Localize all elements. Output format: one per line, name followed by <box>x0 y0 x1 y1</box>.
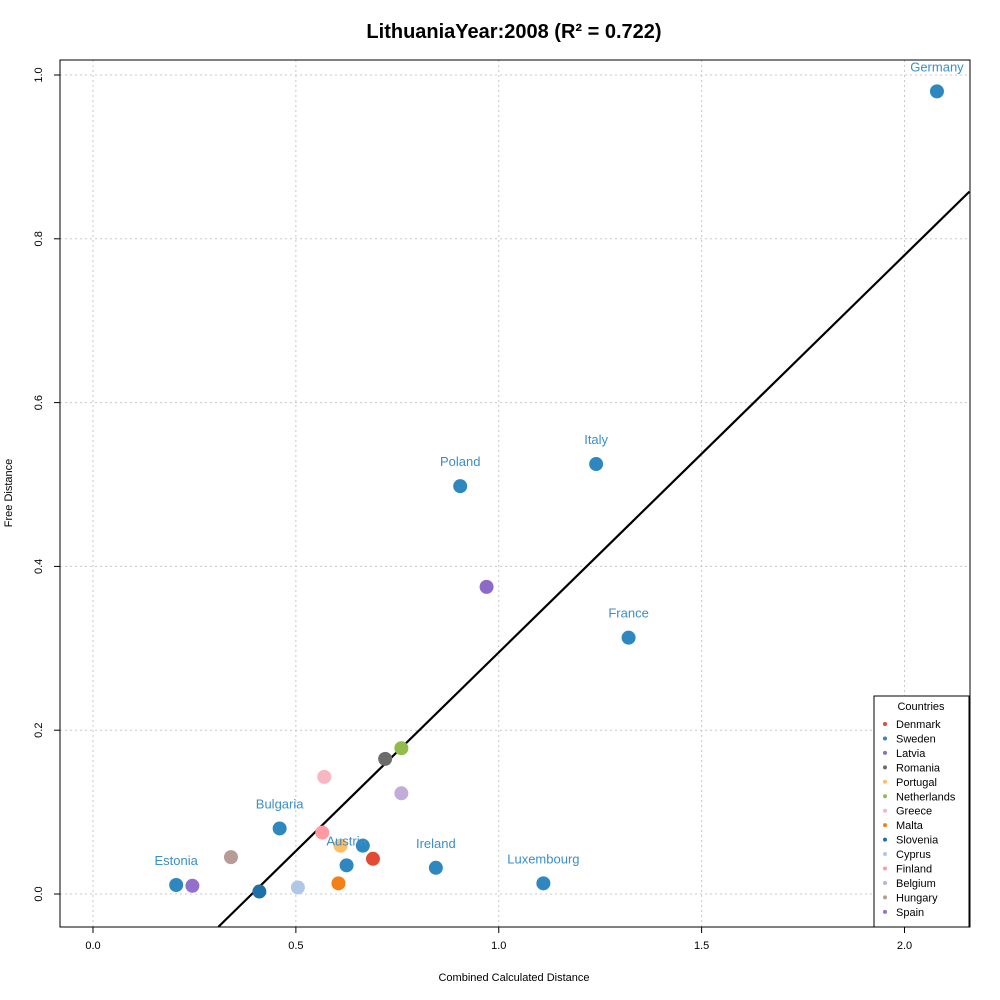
legend-marker <box>883 736 887 741</box>
x-tick-label: 1.0 <box>491 940 506 952</box>
legend-label: Hungary <box>896 892 938 904</box>
legend-label: Greece <box>896 806 932 818</box>
regression-line <box>217 190 971 928</box>
points-group <box>169 84 944 899</box>
data-point <box>394 741 409 756</box>
point-label: Austria <box>326 833 367 848</box>
point-label: Germany <box>910 59 964 74</box>
legend-marker <box>883 823 887 828</box>
y-tick-label: 0.8 <box>33 231 45 246</box>
x-axis: 0.0 0.5 1.0 1.5 2.0 <box>85 927 912 952</box>
legend-label: Belgium <box>896 878 936 890</box>
y-axis-label: Free Distance <box>3 459 15 527</box>
point-label: Estonia <box>154 853 198 868</box>
chart-title: LithuaniaYear:2008 (R² = 0.722) <box>366 21 661 43</box>
data-point <box>339 858 354 873</box>
y-tick-label: 1.0 <box>33 67 45 82</box>
legend-label: Spain <box>896 907 924 919</box>
grid <box>60 60 970 927</box>
point-label: Ireland <box>416 836 456 851</box>
data-point <box>428 860 443 875</box>
legend-marker <box>883 765 887 770</box>
legend-marker <box>883 722 887 726</box>
y-tick-label: 0.6 <box>33 395 45 410</box>
legend-label: Romania <box>896 762 941 774</box>
data-point <box>315 825 330 840</box>
data-point <box>589 457 604 472</box>
data-point <box>621 630 636 645</box>
legend-marker <box>883 750 887 755</box>
x-tick-label: 1.5 <box>694 940 709 952</box>
legend-items: Denmark Sweden Latvia Romania Portugal Nether… <box>883 719 956 919</box>
legend-label: Malta <box>896 820 924 832</box>
data-point <box>453 479 468 494</box>
data-point <box>317 769 332 784</box>
data-point <box>252 884 267 899</box>
point-label: Poland <box>440 454 480 469</box>
legend-marker <box>883 779 887 784</box>
data-point <box>378 751 393 766</box>
data-point <box>272 821 287 836</box>
legend-label: Latvia <box>896 748 926 760</box>
data-point <box>394 786 409 801</box>
data-point <box>169 877 184 892</box>
x-axis-label: Combined Calculated Distance <box>438 972 589 984</box>
legend-label: Finland <box>896 864 932 876</box>
data-point <box>479 579 494 594</box>
y-tick-label: 0.4 <box>33 559 45 574</box>
data-point <box>290 880 305 895</box>
x-tick-label: 0.0 <box>85 940 100 952</box>
point-labels-group: Germany Italy Poland France Bulgaria Austria I… <box>154 59 964 868</box>
data-point <box>333 838 348 853</box>
x-tick-label: 0.5 <box>288 940 303 952</box>
data-point <box>929 84 944 99</box>
legend-label: Denmark <box>896 719 941 731</box>
x-tick-label: 2.0 <box>897 940 912 952</box>
legend-marker <box>883 852 887 857</box>
legend-title: Countries <box>897 701 945 713</box>
legend-marker <box>883 880 887 885</box>
legend-marker <box>883 895 887 900</box>
legend-label: Portugal <box>896 777 937 789</box>
point-label: Italy <box>584 432 608 447</box>
y-tick-label: 0.2 <box>33 723 45 738</box>
legend-label: Sweden <box>896 733 936 745</box>
legend-marker <box>883 808 887 813</box>
legend-marker <box>883 866 887 871</box>
legend-marker <box>883 837 887 842</box>
data-point <box>185 878 200 893</box>
data-point <box>331 876 346 891</box>
data-point <box>536 876 551 891</box>
data-point <box>355 838 370 853</box>
point-label: France <box>608 606 648 621</box>
regression-line-group <box>217 190 971 928</box>
legend-label: Slovenia <box>896 835 939 847</box>
legend-marker <box>883 909 887 914</box>
legend-label: Netherlands <box>896 791 956 803</box>
y-axis: 0.0 0.2 0.4 0.6 0.8 1.0 <box>33 67 60 902</box>
legend: Countries Denmark Sweden Latvia Romania Port… <box>873 695 970 928</box>
point-label: Luxembourg <box>507 851 579 866</box>
plot-frame <box>59 59 971 928</box>
data-point <box>365 851 380 866</box>
data-point <box>223 850 238 865</box>
legend-box <box>873 695 970 928</box>
point-label: Bulgaria <box>256 796 304 811</box>
legend-label: Cyprus <box>896 849 931 861</box>
legend-marker <box>883 794 887 799</box>
y-tick-label: 0.0 <box>33 886 45 901</box>
